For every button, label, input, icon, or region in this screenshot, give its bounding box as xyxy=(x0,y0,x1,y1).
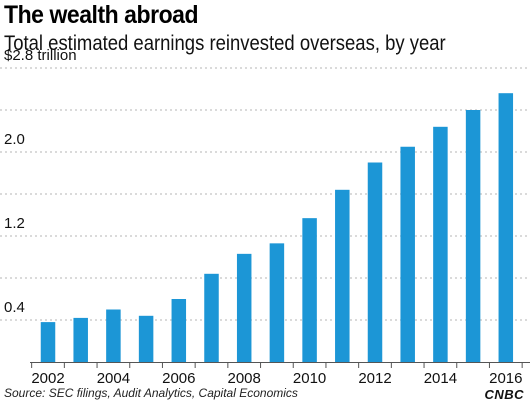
x-tick-label: 2016 xyxy=(489,370,522,387)
x-tick-label: 2014 xyxy=(424,370,457,387)
x-tick-label: 2002 xyxy=(31,370,64,387)
bar-2007 xyxy=(204,273,219,362)
bar-2015 xyxy=(465,110,481,362)
x-tick-label: 2006 xyxy=(162,370,195,387)
bar-2008 xyxy=(236,253,252,362)
bar-2011 xyxy=(335,189,350,362)
source-note: Source: SEC filings, Audit Analytics, Ca… xyxy=(4,386,298,400)
bar-2002 xyxy=(40,322,56,362)
x-axis-labels: 2002 2004 2006 2008 2010 2012 2014 2016 xyxy=(31,370,522,387)
x-axis-ticks xyxy=(31,362,523,368)
x-tick-label: 2012 xyxy=(358,370,391,387)
y-axis-labels: 0.4 1.2 2.0 $2.8 trillion xyxy=(4,47,77,316)
bar-2014 xyxy=(433,126,448,362)
bar-2013 xyxy=(400,146,415,362)
x-tick-label: 2004 xyxy=(97,370,130,387)
bar-2010 xyxy=(302,218,317,362)
bar-2003 xyxy=(73,317,88,362)
bars xyxy=(40,93,514,362)
y-tick-label: 0.4 xyxy=(4,299,25,316)
chart-subtitle: Total estimated earnings reinvested over… xyxy=(4,32,446,55)
chart-title: The wealth abroad xyxy=(4,1,199,29)
brand-logo: CNBC xyxy=(484,387,524,402)
y-top-label: $2.8 trillion xyxy=(4,47,77,64)
bar-2012 xyxy=(367,162,383,362)
bar-2016 xyxy=(498,93,514,362)
bar-2004 xyxy=(106,309,121,362)
y-tick-label: 2.0 xyxy=(4,131,25,148)
y-tick-label: 1.2 xyxy=(4,215,25,232)
gridlines xyxy=(0,67,530,321)
x-tick-label: 2008 xyxy=(228,370,261,387)
bar-2005 xyxy=(138,315,154,362)
bar-2006 xyxy=(171,299,187,362)
x-tick-label: 2010 xyxy=(293,370,326,387)
bar-2009 xyxy=(269,243,285,362)
